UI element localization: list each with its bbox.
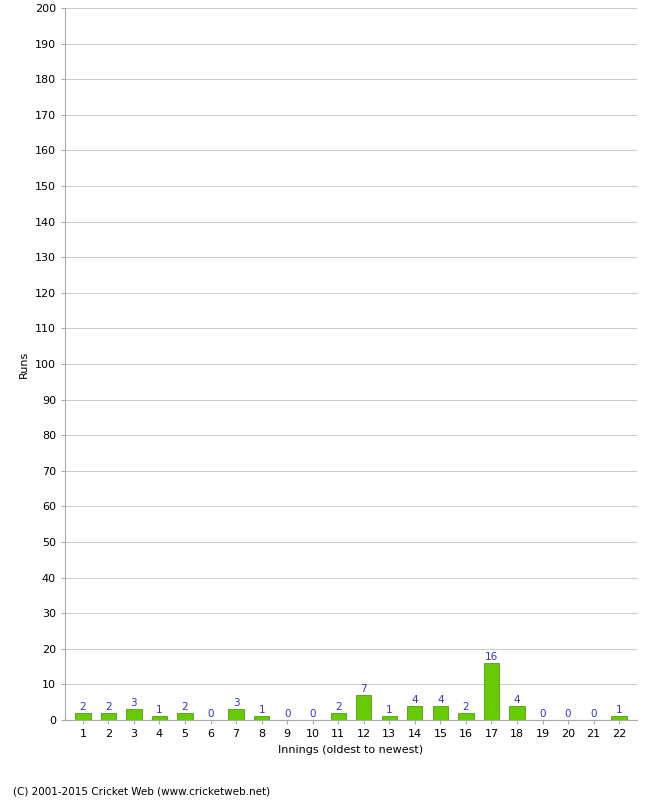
Text: 2: 2 [463,702,469,712]
Text: 1: 1 [616,706,623,715]
Text: 0: 0 [540,709,546,719]
Text: 4: 4 [514,694,520,705]
Text: 3: 3 [233,698,239,708]
Text: 2: 2 [335,702,341,712]
Text: 3: 3 [131,698,137,708]
Text: 0: 0 [284,709,291,719]
Bar [433,706,448,720]
Text: 4: 4 [411,694,418,705]
Bar [458,713,474,720]
Text: 7: 7 [361,684,367,694]
Bar [356,695,371,720]
Text: 0: 0 [207,709,214,719]
Bar [152,717,167,720]
Bar [254,717,269,720]
Y-axis label: Runs: Runs [20,350,29,378]
Bar [331,713,346,720]
X-axis label: Innings (oldest to newest): Innings (oldest to newest) [278,745,424,754]
Text: 0: 0 [309,709,316,719]
Text: (C) 2001-2015 Cricket Web (www.cricketweb.net): (C) 2001-2015 Cricket Web (www.cricketwe… [13,786,270,796]
Text: 2: 2 [182,702,188,712]
Text: 1: 1 [156,706,162,715]
Text: 4: 4 [437,694,444,705]
Text: 16: 16 [485,652,498,662]
Bar [75,713,90,720]
Bar [126,710,142,720]
Bar [484,663,499,720]
Bar [612,717,627,720]
Text: 2: 2 [105,702,112,712]
Bar [407,706,422,720]
Bar [177,713,192,720]
Bar [510,706,525,720]
Text: 1: 1 [386,706,393,715]
Bar [101,713,116,720]
Bar [228,710,244,720]
Bar [382,717,397,720]
Text: 0: 0 [565,709,571,719]
Text: 2: 2 [79,702,86,712]
Text: 0: 0 [590,709,597,719]
Text: 1: 1 [258,706,265,715]
